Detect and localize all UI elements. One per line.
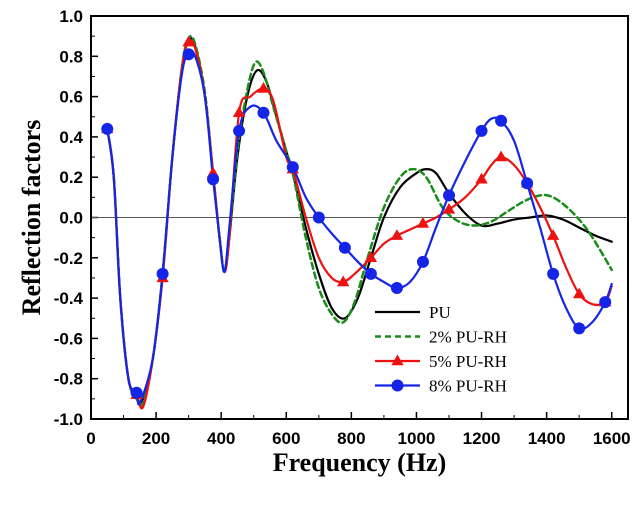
data-point-5pct-pu-rh: [494, 150, 508, 162]
data-point-8pct-pu-rh: [521, 177, 534, 190]
series-line-2pct-pu-rh: [106, 34, 613, 407]
data-point-8pct-pu-rh: [443, 189, 455, 202]
data-point-8pct-pu-rh: [312, 211, 325, 224]
data-point-8pct-pu-rh: [547, 267, 560, 280]
x-tick-label: 0: [86, 429, 95, 448]
legend-label-5pct-pu-rh: 5% PU-RH: [429, 352, 507, 371]
legend-marker-5pct-pu-rh: [391, 354, 404, 366]
series-line-pu: [106, 37, 613, 404]
legend-marker-8pct-pu-rh: [391, 379, 404, 392]
data-point-5pct-pu-rh: [337, 275, 350, 287]
data-point-5pct-pu-rh: [232, 106, 246, 117]
data-point-5pct-pu-rh: [442, 202, 456, 214]
data-point-8pct-pu-rh: [495, 114, 508, 127]
tick-labels: 0 200 400 600 800 1000 1200 1400 1600 -1.0 -0.8 -0.…: [54, 7, 631, 448]
y-tick-label: 0.4: [59, 128, 83, 147]
data-point-8pct-pu-rh: [286, 161, 299, 174]
x-tick-label: 200: [142, 429, 170, 448]
data-point-8pct-pu-rh: [130, 386, 143, 399]
x-tick-label: 600: [272, 429, 300, 448]
data-point-5pct-pu-rh: [257, 82, 270, 93]
legend: PU 2% PU-RH 5% PU-RH 8% PU-RH: [375, 303, 507, 396]
data-point-8pct-pu-rh: [207, 173, 220, 186]
legend-label-2pct-pu-rh: 2% PU-RH: [429, 328, 507, 347]
data-point-5pct-pu-rh: [390, 229, 404, 240]
data-point-5pct-pu-rh: [364, 251, 378, 263]
y-tick-label: 0.6: [59, 88, 83, 107]
y-tick-label: 0.0: [59, 209, 83, 228]
data-point-8pct-pu-rh: [101, 122, 114, 135]
x-tick-label: 800: [337, 429, 365, 448]
data-point-8pct-pu-rh: [475, 124, 488, 137]
data-point-8pct-pu-rh: [182, 48, 195, 61]
series-lines: [106, 34, 613, 410]
y-tick-label: -0.4: [54, 289, 84, 308]
data-point-8pct-pu-rh: [416, 255, 429, 268]
data-point-5pct-pu-rh: [546, 229, 560, 240]
series-markers: [101, 35, 612, 400]
data-point-8pct-pu-rh: [338, 241, 351, 254]
data-point-8pct-pu-rh: [390, 282, 403, 295]
series-line-5pct-pu-rh: [106, 39, 613, 410]
series-line-8pct-pu-rh: [106, 50, 613, 406]
x-tick-label: 400: [207, 429, 235, 448]
y-axis-title: Reflection factors: [17, 120, 46, 316]
plot-frame: [90, 15, 629, 420]
x-tick-label: 1000: [398, 429, 436, 448]
x-tick-label: 1200: [463, 429, 501, 448]
y-tick-label: -1.0: [54, 410, 83, 429]
y-tick-label: 0.2: [59, 168, 83, 187]
data-point-8pct-pu-rh: [573, 322, 586, 335]
legend-label-8pct-pu-rh: 8% PU-RH: [429, 377, 507, 396]
legend-label-pu: PU: [429, 303, 451, 322]
y-tick-label: 0.8: [59, 47, 83, 66]
x-tick-label: 1400: [528, 429, 566, 448]
x-axis-title: Frequency (Hz): [273, 448, 447, 477]
y-tick-label: -0.2: [54, 249, 83, 268]
data-point-5pct-pu-rh: [182, 35, 195, 47]
data-point-5pct-pu-rh: [416, 217, 430, 228]
y-tick-label: 1.0: [59, 7, 83, 26]
x-tick-label: 1600: [593, 429, 631, 448]
data-point-5pct-pu-rh: [573, 287, 586, 299]
data-point-8pct-pu-rh: [257, 106, 270, 119]
data-point-8pct-pu-rh: [599, 296, 612, 309]
y-tick-label: -0.8: [54, 370, 83, 389]
data-point-8pct-pu-rh: [156, 267, 169, 280]
data-point-8pct-pu-rh: [364, 267, 377, 280]
data-point-8pct-pu-rh: [233, 124, 246, 137]
y-tick-label: -0.6: [54, 329, 83, 348]
data-point-5pct-pu-rh: [475, 172, 488, 184]
